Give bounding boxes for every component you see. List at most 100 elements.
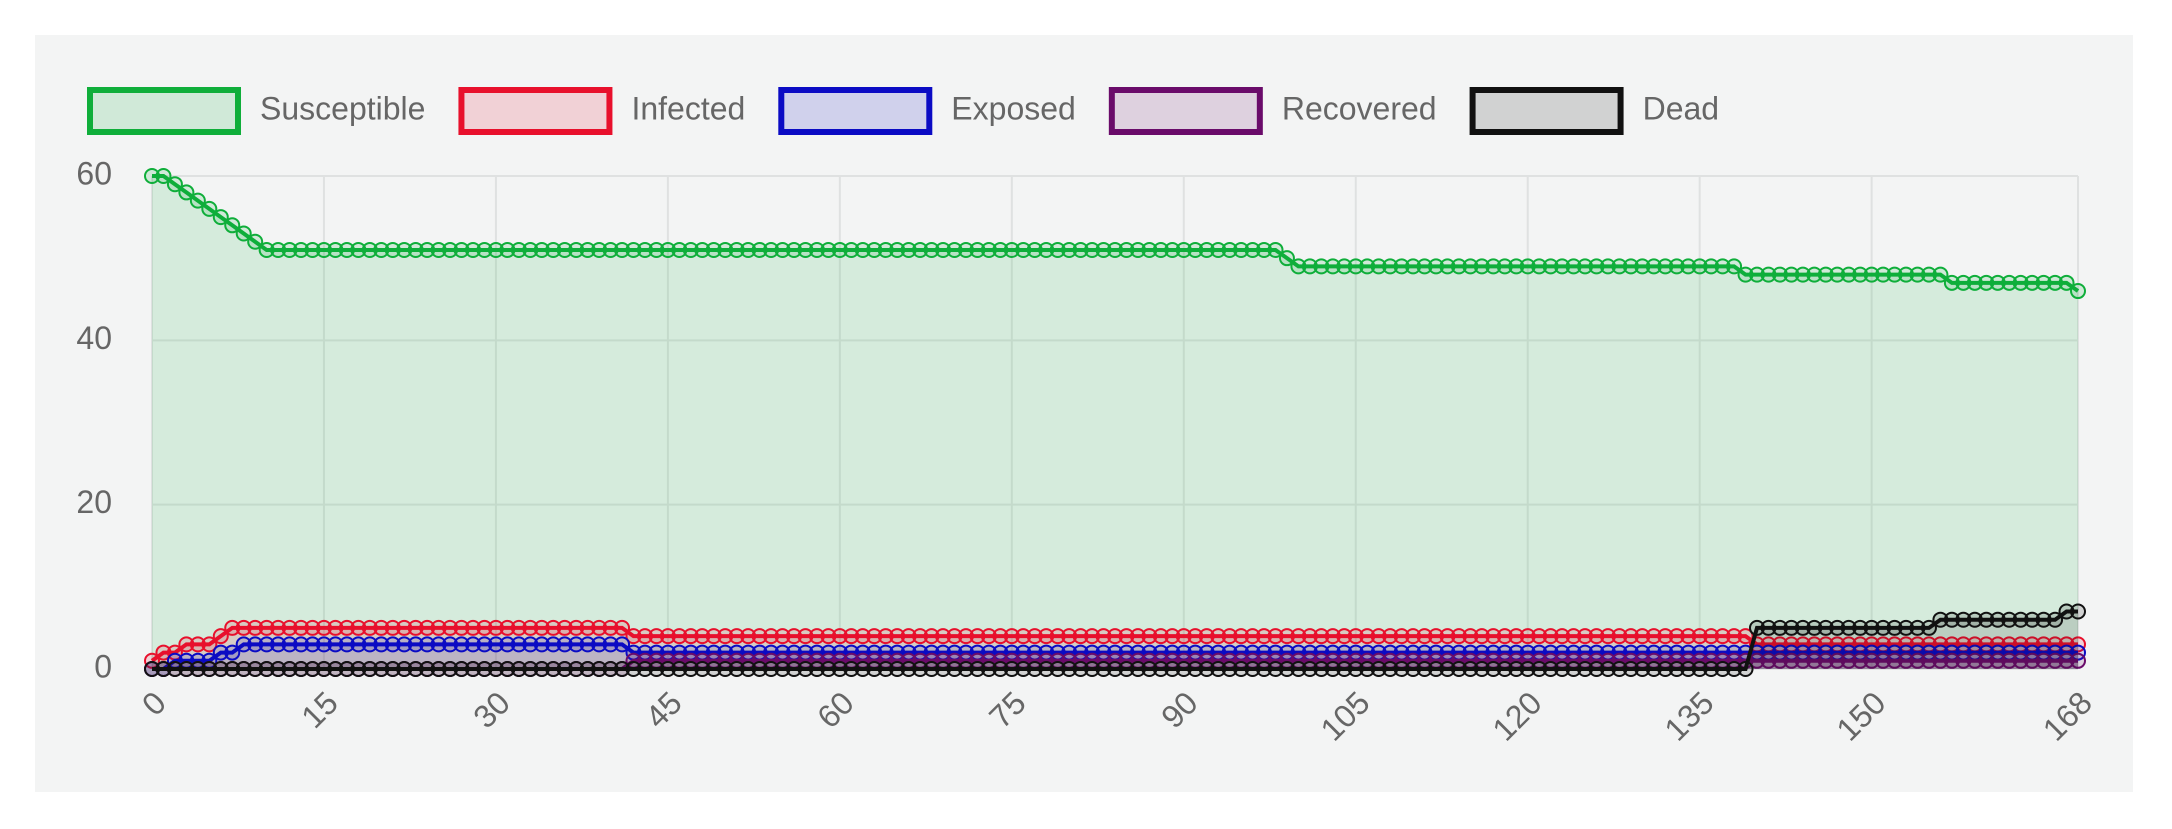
data-point — [1129, 628, 1146, 645]
data-point — [1886, 652, 1903, 669]
data-point — [889, 241, 906, 258]
data-point — [522, 636, 539, 653]
data-point — [1473, 628, 1490, 645]
data-point — [1634, 628, 1651, 645]
data-point — [281, 636, 298, 653]
data-point — [1783, 652, 1800, 669]
data-point — [1565, 661, 1582, 677]
data-point — [1003, 241, 1020, 258]
data-point — [338, 661, 355, 677]
data-point — [430, 661, 447, 677]
data-point — [545, 241, 562, 258]
data-point — [1932, 266, 1949, 283]
data-point — [224, 644, 241, 661]
data-point — [407, 619, 424, 636]
data-point — [992, 661, 1009, 677]
data-point — [694, 661, 711, 677]
data-point — [786, 661, 802, 677]
data-point — [1898, 652, 1915, 669]
data-point — [442, 636, 459, 653]
data-point — [763, 661, 780, 677]
data-point — [659, 628, 676, 645]
data-point — [533, 619, 550, 636]
data-point — [1943, 274, 1960, 291]
data-point — [763, 241, 780, 258]
data-point — [384, 619, 401, 636]
data-point — [384, 241, 401, 258]
data-point — [1703, 628, 1720, 645]
data-point — [1909, 619, 1926, 636]
data-point — [957, 241, 974, 258]
data-point — [1267, 628, 1284, 645]
data-point — [1198, 628, 1215, 645]
data-point — [2012, 611, 2029, 628]
data-point — [1840, 652, 1857, 669]
data-point — [1519, 258, 1536, 275]
data-point — [1141, 661, 1158, 677]
data-point — [1508, 661, 1525, 677]
data-point — [1301, 661, 1318, 677]
data-point — [568, 241, 585, 258]
data-point — [636, 241, 653, 258]
data-point — [419, 241, 436, 258]
data-point — [980, 661, 997, 677]
data-point — [614, 619, 631, 636]
data-point — [728, 661, 745, 677]
data-point — [774, 628, 791, 645]
data-point — [2024, 652, 2041, 669]
data-point — [556, 636, 573, 653]
data-point — [1794, 266, 1811, 283]
data-point — [155, 661, 172, 677]
data-point — [373, 241, 390, 258]
data-point — [728, 628, 745, 645]
data-point — [1737, 661, 1754, 677]
data-point — [1221, 661, 1238, 677]
data-point — [1038, 628, 1055, 645]
data-point — [820, 241, 837, 258]
data-point — [487, 636, 504, 653]
data-point — [235, 225, 252, 242]
data-point — [1496, 258, 1513, 275]
data-point — [2047, 274, 2064, 291]
data-point — [1680, 628, 1697, 645]
data-point — [556, 241, 573, 258]
data-point — [396, 619, 413, 636]
data-point — [1347, 661, 1364, 677]
data-point — [1542, 258, 1559, 275]
data-point — [1347, 628, 1364, 645]
data-point — [396, 661, 413, 677]
data-point — [2058, 603, 2075, 620]
data-point — [247, 619, 264, 636]
data-point — [1714, 628, 1731, 645]
data-point — [293, 619, 310, 636]
data-point — [338, 619, 355, 636]
data-point — [476, 241, 493, 258]
data-point — [1084, 241, 1101, 258]
data-point — [1221, 628, 1238, 645]
data-point — [327, 619, 344, 636]
data-point — [1771, 266, 1788, 283]
data-point — [1829, 266, 1846, 283]
data-point — [293, 661, 310, 677]
data-point — [1187, 241, 1204, 258]
data-point — [2047, 611, 2064, 628]
data-point — [419, 619, 436, 636]
data-point — [1531, 661, 1548, 677]
data-point — [545, 619, 562, 636]
data-point — [533, 241, 550, 258]
series-line — [152, 174, 2080, 293]
data-point — [1359, 661, 1376, 677]
legend-label: Susceptible — [260, 90, 425, 126]
data-point — [2047, 652, 2064, 669]
data-point — [1749, 266, 1765, 283]
data-point — [1370, 628, 1387, 645]
data-point — [636, 661, 653, 677]
data-point — [1233, 241, 1250, 258]
data-point — [2035, 652, 2052, 669]
data-point — [1657, 258, 1674, 275]
series — [144, 603, 2086, 677]
data-point — [1852, 266, 1869, 283]
data-point — [442, 619, 459, 636]
data-point — [1015, 628, 1032, 645]
